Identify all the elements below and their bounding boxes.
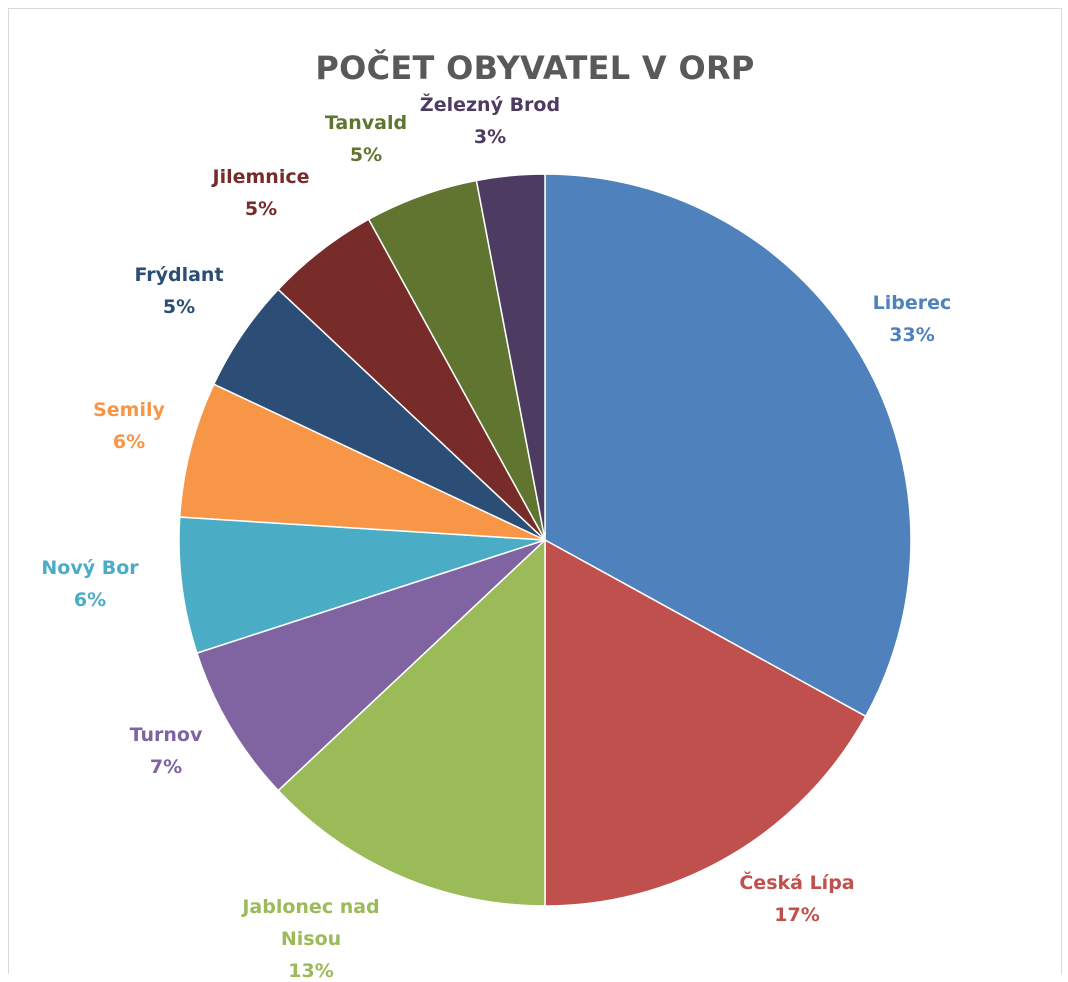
data-label-železný-brod: Železný Brod 3% (420, 93, 560, 148)
data-label-category: Turnov (130, 724, 203, 746)
data-label-percent: 17% (774, 904, 819, 926)
data-label-česká-lípa: Česká Lípa 17% (739, 870, 854, 926)
data-label-category: Nový Bor (41, 557, 139, 579)
chart-title: POČET OBYVATEL V ORP (315, 49, 755, 87)
data-label-semily: Semily 6% (93, 399, 165, 453)
pie-slice-česká-lípa (544, 538, 867, 907)
data-label-category: Nisou (281, 928, 341, 950)
data-label-frýdlant: Frýdlant 5% (134, 264, 223, 318)
data-label-percent: 5% (245, 198, 277, 220)
data-label-nový-bor: Nový Bor 6% (41, 557, 139, 611)
pie-slice-turnov (195, 539, 546, 792)
data-label-category: Jilemnice (211, 166, 310, 188)
data-label-percent: 5% (350, 144, 382, 166)
data-label-category: Česká Lípa (739, 870, 854, 894)
data-label-jilemnice: Jilemnice 5% (211, 166, 310, 220)
data-label-category: Semily (93, 399, 165, 421)
pie-slice-nový-bor (178, 516, 546, 655)
data-label-percent: 5% (163, 296, 195, 318)
pie-slice-liberec (544, 173, 912, 718)
data-label-percent: 13% (288, 960, 333, 982)
chart-area: POČET OBYVATEL V ORP (8, 8, 1062, 974)
data-label-liberec: Liberec 33% (873, 292, 952, 346)
pie-slice-železný-brod (475, 173, 546, 541)
pie-slice-jablonec-nad-nisou (277, 538, 546, 907)
data-label-percent: 6% (113, 431, 145, 453)
data-label-category: Tanvald (325, 112, 407, 134)
data-label-percent: 7% (150, 756, 182, 778)
data-label-category: Liberec (873, 292, 952, 314)
data-label-category: Frýdlant (134, 264, 223, 286)
data-label-percent: 6% (74, 589, 106, 611)
data-label-turnov: Turnov 7% (130, 724, 203, 778)
data-label-category: Železný Brod (420, 93, 560, 116)
data-label-percent: 3% (474, 126, 506, 148)
data-label-percent: 33% (889, 324, 934, 346)
data-label-tanvald: Tanvald 5% (325, 112, 407, 166)
data-label-jablonec-nad-nisou: Jablonec nad Nisou 13% (240, 896, 379, 982)
pie-slice-semily (178, 383, 546, 541)
data-label-category: Jablonec nad (240, 896, 379, 918)
